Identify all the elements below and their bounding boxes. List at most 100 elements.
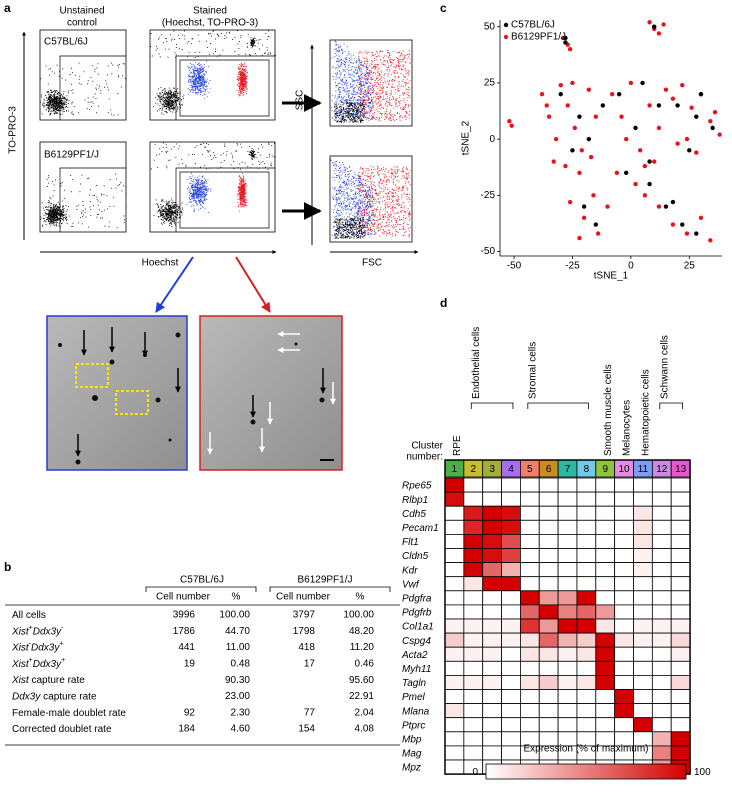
event bbox=[197, 90, 199, 92]
event bbox=[246, 84, 248, 86]
event bbox=[406, 113, 408, 115]
event bbox=[371, 110, 373, 111]
event bbox=[181, 211, 182, 213]
event bbox=[46, 99, 48, 101]
event bbox=[240, 92, 242, 94]
event bbox=[250, 44, 252, 46]
event bbox=[249, 54, 250, 56]
event bbox=[82, 209, 84, 211]
event bbox=[60, 221, 61, 222]
event bbox=[172, 104, 174, 106]
event bbox=[167, 216, 168, 218]
event bbox=[351, 78, 353, 80]
event bbox=[358, 78, 360, 80]
event bbox=[176, 205, 178, 207]
event bbox=[190, 87, 192, 88]
event bbox=[360, 91, 361, 93]
event bbox=[71, 191, 72, 193]
event bbox=[193, 75, 194, 77]
event bbox=[245, 78, 247, 80]
event bbox=[194, 210, 196, 212]
event bbox=[239, 201, 241, 203]
event bbox=[239, 186, 241, 188]
event bbox=[189, 72, 191, 74]
event bbox=[172, 213, 174, 215]
event bbox=[190, 192, 192, 194]
event bbox=[203, 203, 205, 204]
event bbox=[367, 91, 369, 93]
event bbox=[253, 39, 255, 41]
event bbox=[167, 209, 168, 211]
event bbox=[203, 81, 205, 83]
event bbox=[55, 107, 57, 109]
event bbox=[385, 90, 387, 92]
event bbox=[241, 199, 243, 201]
event bbox=[169, 98, 171, 100]
event bbox=[60, 101, 61, 103]
event bbox=[78, 204, 80, 206]
event bbox=[356, 69, 358, 71]
event bbox=[170, 210, 172, 211]
event bbox=[70, 175, 72, 176]
event bbox=[365, 101, 367, 103]
event bbox=[201, 77, 203, 78]
event bbox=[195, 77, 196, 79]
event bbox=[49, 218, 51, 220]
event bbox=[48, 105, 49, 107]
event bbox=[365, 104, 367, 106]
event bbox=[386, 98, 388, 99]
event bbox=[56, 112, 58, 113]
event bbox=[367, 82, 368, 84]
event bbox=[50, 112, 52, 114]
event bbox=[197, 71, 198, 73]
event bbox=[360, 111, 362, 113]
event bbox=[190, 193, 192, 195]
event bbox=[48, 110, 50, 111]
event bbox=[202, 95, 204, 97]
event bbox=[395, 103, 397, 105]
event bbox=[48, 107, 50, 109]
event bbox=[267, 168, 269, 170]
event bbox=[168, 93, 169, 95]
event bbox=[233, 168, 235, 170]
event bbox=[241, 192, 243, 194]
event bbox=[53, 210, 54, 212]
event bbox=[163, 106, 165, 108]
event bbox=[198, 186, 199, 188]
event bbox=[172, 211, 173, 213]
event bbox=[51, 107, 52, 108]
event bbox=[201, 201, 203, 202]
event bbox=[63, 217, 65, 218]
event bbox=[59, 104, 60, 106]
event bbox=[166, 99, 167, 101]
event bbox=[170, 100, 172, 102]
event bbox=[253, 155, 255, 156]
event bbox=[51, 219, 53, 220]
event bbox=[202, 68, 203, 69]
event bbox=[344, 109, 346, 110]
event bbox=[52, 205, 54, 207]
event bbox=[199, 77, 201, 78]
event bbox=[242, 190, 244, 191]
event bbox=[196, 183, 197, 184]
event bbox=[202, 176, 204, 178]
event bbox=[185, 166, 187, 167]
event bbox=[240, 63, 242, 65]
event bbox=[64, 214, 65, 216]
event bbox=[203, 193, 205, 195]
event bbox=[158, 216, 160, 218]
event bbox=[195, 192, 197, 194]
event bbox=[205, 72, 207, 74]
event bbox=[358, 57, 359, 59]
event bbox=[408, 72, 410, 74]
event bbox=[170, 97, 171, 99]
event bbox=[191, 91, 193, 93]
event bbox=[43, 99, 45, 101]
event bbox=[171, 226, 173, 227]
event bbox=[239, 187, 241, 189]
event bbox=[79, 217, 81, 218]
event bbox=[243, 189, 245, 190]
event bbox=[351, 86, 353, 88]
event bbox=[378, 83, 379, 85]
event bbox=[339, 88, 341, 90]
